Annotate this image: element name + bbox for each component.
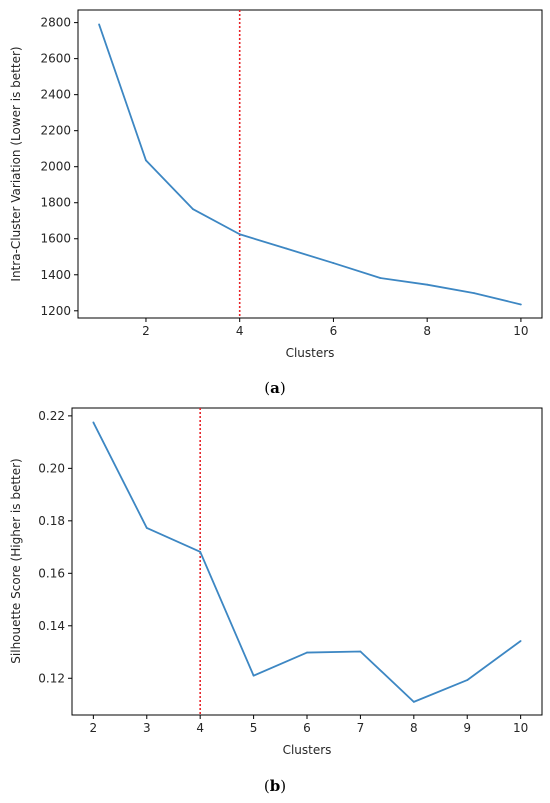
chart-a: 2 4 6 8 10 1200 1400 1600 1800 2000 2200 2400 2600 2… [9,9,543,397]
data-point [252,674,255,677]
y-tick-label: 0.22 [38,409,65,423]
series-line [92,422,522,703]
y-axis-label: Silhouette Score (Higher is better) [9,458,23,663]
data-point [426,283,429,286]
x-tick-label: 6 [330,324,338,338]
x-tick-label: 2 [90,721,98,735]
y-tick-label: 0.16 [38,566,65,580]
data-point [359,650,362,653]
data-point [145,527,148,529]
x-ticks: 2 4 6 8 10 [142,318,529,338]
y-tick-label: 1400 [40,268,71,282]
caption-letter: a [270,379,280,397]
y-tick-label: 2800 [40,16,71,30]
x-tick-label: 4 [196,721,204,735]
data-point [332,262,335,264]
data-point [520,303,522,306]
plot-area-frame [77,9,543,319]
y-tick-label: 2200 [40,124,71,138]
data-point [191,208,194,210]
x-tick-label: 9 [463,721,471,735]
y-tick-label: 2400 [40,88,71,102]
x-axis-label: Clusters [283,743,332,757]
chart-b: 2 3 4 5 6 7 8 9 10 0.12 0.14 0.16 0.18 0.20 0.22 Clus… [9,407,543,795]
plot-area-frame [71,407,543,716]
series-line [98,24,522,306]
data-point [98,23,100,26]
x-tick-label: 10 [513,721,528,735]
data-point [285,247,288,250]
caption-b: (b) [264,777,286,795]
data-point [199,550,202,553]
data-point [306,651,308,654]
data-point [473,292,475,295]
x-tick-label: 6 [303,721,311,735]
y-tick-label: 0.12 [38,671,65,685]
data-points [92,421,522,703]
data-point [412,700,415,703]
data-point [519,640,522,642]
x-tick-label: 10 [513,324,528,338]
data-point [466,679,469,682]
x-tick-label: 7 [357,721,365,735]
y-ticks: 1200 1400 1600 1800 2000 2200 2400 2600 2800 [40,16,78,318]
y-tick-label: 1600 [40,232,71,246]
data-point [145,159,147,162]
x-ticks: 2 3 4 5 6 7 8 9 10 [90,715,528,735]
data-point [92,421,95,424]
data-point [238,233,241,236]
y-ticks: 0.12 0.14 0.16 0.18 0.20 0.22 [38,409,72,685]
caption-a: (a) [264,379,285,397]
y-tick-label: 0.14 [38,619,65,633]
x-tick-label: 8 [410,721,418,735]
y-tick-label: 2000 [40,160,71,174]
x-tick-label: 3 [143,721,151,735]
data-point [379,277,382,279]
y-tick-label: 0.18 [38,514,65,528]
y-tick-label: 2600 [40,52,71,66]
x-tick-label: 4 [236,324,244,338]
x-tick-label: 8 [423,324,431,338]
y-tick-label: 1200 [40,304,71,318]
y-tick-label: 1800 [40,196,71,210]
y-tick-label: 0.20 [38,461,65,475]
x-tick-label: 5 [250,721,258,735]
data-points [98,23,522,306]
y-axis-label: Intra-Cluster Variation (Lower is better… [9,46,23,281]
caption-letter: b [270,777,281,795]
x-axis-label: Clusters [286,346,335,360]
x-tick-label: 2 [142,324,150,338]
